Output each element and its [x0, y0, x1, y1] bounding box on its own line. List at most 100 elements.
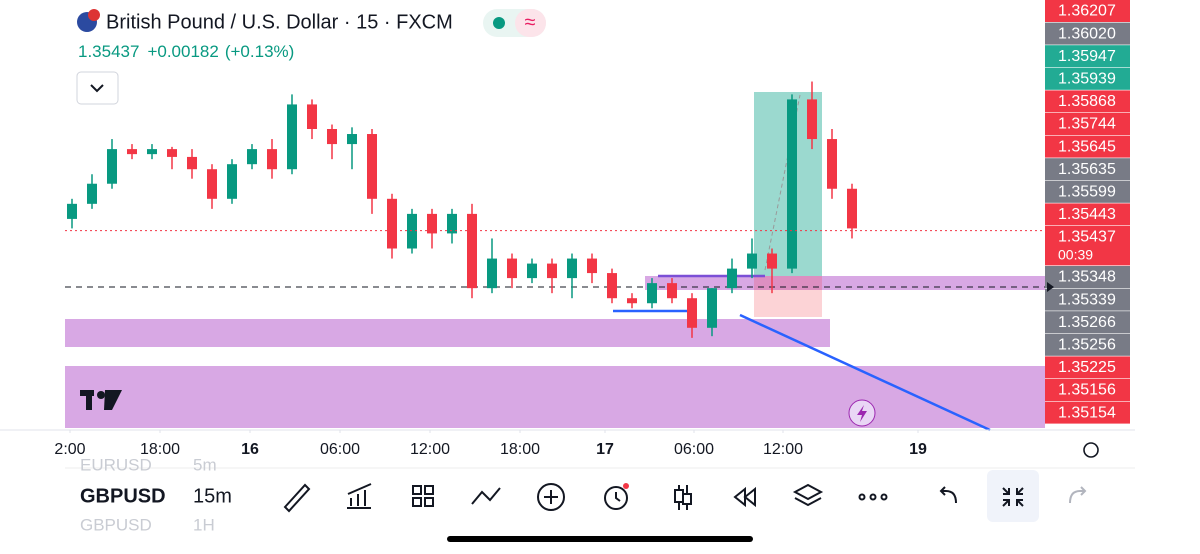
price-tag: [1045, 203, 1130, 226]
candle-body: [807, 99, 817, 140]
price-tag-label: 1.35225: [1058, 359, 1116, 376]
candle-body: [667, 283, 677, 299]
candle-body: [387, 198, 397, 249]
candle-body: [787, 99, 797, 269]
price-tag-label: 1.35348: [1058, 269, 1116, 286]
x-tick-label: 19: [909, 441, 927, 458]
candle-body: [687, 298, 697, 328]
templates[interactable]: [412, 485, 422, 495]
x-tick-label: 06:00: [320, 441, 360, 458]
settings-icon[interactable]: [1083, 442, 1099, 458]
price-tag-label: 1.35443: [1058, 206, 1116, 223]
add[interactable]: [537, 483, 565, 511]
candle-body: [207, 169, 217, 199]
price-tag-label: 1.35266: [1058, 314, 1116, 331]
zone: [65, 319, 830, 347]
price-tag-label: 1.35256: [1058, 337, 1116, 354]
candle-body: [747, 253, 757, 269]
price-tag: [1045, 356, 1130, 379]
candle-body: [487, 258, 497, 289]
candle-body: [267, 149, 277, 170]
indicators[interactable]: [347, 483, 372, 509]
candle-body: [727, 268, 737, 289]
candle-body: [347, 134, 357, 145]
candle-body: [287, 104, 297, 170]
price-tag-label: 1.35156: [1058, 382, 1116, 399]
x-tick-label: 2:00: [54, 441, 85, 458]
chevron: [90, 84, 104, 93]
candle-body: [227, 164, 237, 199]
price-tag: [1045, 22, 1130, 45]
candle-body: [327, 129, 337, 145]
price-tag: [1045, 401, 1130, 424]
candle-body: [307, 104, 317, 129]
candle-body: [567, 258, 577, 279]
toolbar-icons: [283, 483, 1087, 513]
prev-symbol: EURUSD: [80, 455, 152, 474]
interval[interactable]: 15m: [193, 485, 232, 507]
exit-fullscreen-icon: [1002, 487, 1024, 507]
candle-body: [87, 183, 97, 204]
price-tag-label: 1.35947: [1058, 48, 1116, 65]
price-tag-label: 1.36207: [1058, 3, 1116, 20]
collapse-button[interactable]: [76, 71, 119, 105]
more[interactable]: [858, 493, 866, 501]
fullscreen-button[interactable]: [987, 470, 1039, 522]
draw-tool[interactable]: [283, 483, 311, 513]
replay[interactable]: [733, 486, 756, 508]
candles: [67, 81, 857, 338]
price-tag: [1045, 226, 1130, 266]
candle-body: [67, 203, 77, 219]
loss-zone: [754, 276, 822, 317]
price-tag-label: 1.36020: [1058, 25, 1116, 42]
price-tag-label: 1.35939: [1058, 71, 1116, 88]
price-tag: [1045, 158, 1130, 181]
candle-body: [827, 139, 837, 189]
price-tag: [1045, 90, 1130, 113]
x-tick-label: 06:00: [674, 441, 714, 458]
symbol-title: British Pound / U.S. Dollar · 15 · FXCM: [106, 11, 453, 33]
quote: 1.35437 +0.00182 (+0.13%): [78, 42, 294, 61]
x-tick-label: 18:00: [140, 441, 180, 458]
price-tag-label: 1.35645: [1058, 138, 1116, 155]
candle-body: [447, 213, 457, 234]
alert-icon-glyph: [857, 405, 867, 422]
time-axis: 2:00 18:00 16 06:00 12:00 18:00 17 06:00 12:00 19: [54, 430, 927, 458]
price-tag-label: 1.35744: [1058, 116, 1116, 133]
price-tag-label: 1.35635: [1058, 161, 1116, 178]
status-pill: [515, 9, 546, 37]
alert[interactable]: [604, 486, 628, 510]
change: +0.00182: [147, 42, 218, 61]
redo[interactable]: [1069, 486, 1087, 504]
symbol[interactable]: GBPUSD: [80, 485, 166, 507]
x-tick-label: 17: [596, 441, 614, 458]
candle-body: [767, 253, 777, 269]
candle-body: [467, 213, 477, 289]
undo[interactable]: [939, 486, 957, 504]
compare[interactable]: [471, 487, 501, 505]
price-tag: [1045, 180, 1130, 203]
scale-arrow: [1047, 282, 1054, 292]
candle-body: [107, 149, 117, 184]
price-tag-label: 1.35154: [1058, 404, 1116, 421]
home-indicator: [447, 536, 753, 542]
candle-body: [607, 273, 617, 299]
next-symbol: GBPUSD: [80, 515, 152, 534]
x-tick-label: 16: [241, 441, 259, 458]
candle-body: [367, 134, 377, 199]
price-tag: [1045, 67, 1130, 90]
layers[interactable]: [792, 483, 824, 507]
price-tag: [1045, 135, 1130, 158]
candle-body: [847, 188, 857, 229]
candle-body: [547, 263, 557, 279]
countdown: 00:39: [1058, 247, 1093, 263]
x-tick-label: 12:00: [410, 441, 450, 458]
candle-body: [127, 149, 137, 155]
x-tick-label: 18:00: [500, 441, 540, 458]
candle-body: [187, 156, 197, 170]
candle-body: [587, 258, 597, 274]
candle-body: [427, 213, 437, 234]
price-tag: [1045, 45, 1130, 68]
candle-body: [407, 213, 417, 249]
last-price: 1.35437: [78, 42, 139, 61]
